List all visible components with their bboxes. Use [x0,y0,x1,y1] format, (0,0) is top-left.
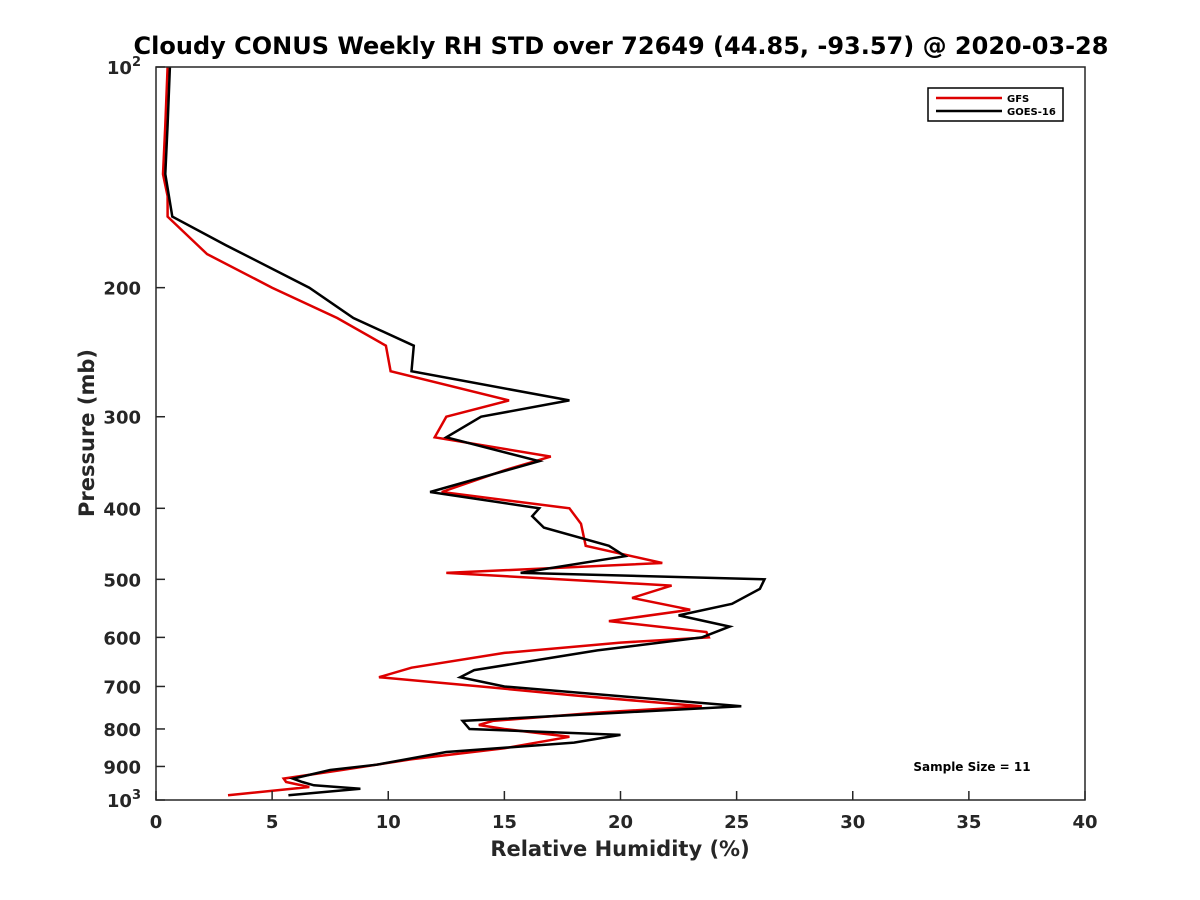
x-tick-label: 20 [608,812,633,833]
y-tick-label: 103 [107,788,141,812]
y-tick-label: 700 [103,677,141,698]
y-tick-label: 200 [103,279,141,300]
series-line-goes16 [164,66,767,797]
tick-layer: 0 5 10 15 20 25 30 35 40 102 200 300 400 500 600 700 800… [103,55,1097,833]
y-tick-label: 800 [103,720,141,741]
x-tick-label: 30 [840,812,865,833]
x-tick-label: 0 [150,812,163,833]
chart-title: Cloudy CONUS Weekly RH STD over 72649 (4… [134,32,1109,60]
y-tick-label: 300 [103,408,141,429]
x-tick-label: 10 [376,812,401,833]
y-axis-label: Pressure (mb) [75,349,99,517]
legend-label-gfs: GFS [1007,94,1029,105]
x-tick-label: 5 [266,812,279,833]
legend: GFS GOES-16 [927,87,1064,122]
x-tick-label: 25 [724,812,749,833]
legend-box [927,87,1064,122]
series-line-gfs [161,66,711,797]
y-tick-label: 102 [107,55,141,79]
y-tick-label: 600 [103,628,141,649]
y-tick-label: 400 [103,499,141,520]
y-tick-label: 500 [103,570,141,591]
x-tick-label: 15 [492,812,517,833]
y-tick-label: 900 [103,757,141,778]
x-axis-label: Relative Humidity (%) [490,837,749,861]
legend-label-goes16: GOES-16 [1007,107,1056,118]
series-layer [161,66,767,797]
x-tick-label: 40 [1072,812,1097,833]
x-tick-label: 35 [956,812,981,833]
sample-size-annotation: Sample Size = 11 [913,760,1030,774]
